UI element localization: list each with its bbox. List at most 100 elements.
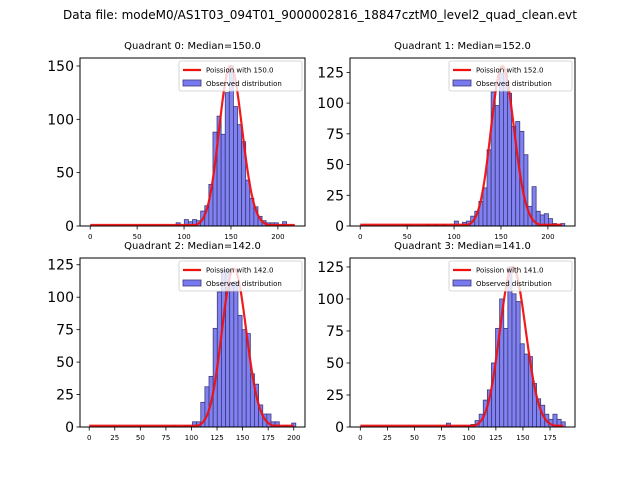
axes-frame [349, 57, 576, 227]
ytick-label: 25 [56, 388, 74, 404]
legend-label-observed: Observed distribution [206, 280, 282, 288]
legend: Poission with 152.0 Observed distribution [448, 60, 573, 92]
histogram-bar [221, 269, 226, 427]
legend: Poission with 141.0 Observed distribution [448, 260, 573, 292]
xtick-label: 75 [161, 434, 170, 442]
xtick-label: 50 [403, 233, 412, 241]
xtick-label: 200 [271, 233, 284, 241]
axes-frame [349, 257, 576, 428]
ytick-label: 100 [47, 290, 74, 306]
legend: Poission with 150.0 Observed distribution [178, 60, 303, 92]
ytick-label: 75 [326, 324, 344, 340]
histogram-bar [511, 293, 517, 427]
legend-label-poisson: Poission with 152.0 [476, 67, 544, 75]
histogram-bar [523, 353, 529, 427]
histogram-bar [503, 328, 509, 427]
histogram-bar [204, 386, 210, 427]
xtick-label: 200 [541, 233, 554, 241]
ytick-label: 125 [317, 65, 344, 81]
legend: Poission with 142.0 Observed distribution [178, 260, 303, 292]
legend-label-observed: Observed distribution [476, 80, 552, 88]
histogram-bar [233, 281, 239, 427]
histogram-bar [241, 329, 247, 427]
axes-frame [79, 57, 306, 227]
poisson-curve [360, 65, 563, 226]
xtick-label: 125 [489, 434, 502, 442]
xtick-label: 100 [462, 434, 475, 442]
legend-label-observed: Observed distribution [476, 280, 552, 288]
xtick-label: 0 [88, 233, 92, 241]
xtick-label: 150 [494, 233, 507, 241]
histogram-bar [229, 282, 235, 427]
xtick-label: 25 [110, 434, 119, 442]
xtick-label: 100 [447, 233, 460, 241]
xtick-label: 25 [383, 434, 392, 442]
histogram-bar [507, 92, 512, 226]
xtick-label: 100 [177, 233, 190, 241]
plot-area [360, 265, 566, 427]
legend-label-observed: Observed distribution [206, 80, 282, 88]
histogram-bar [519, 343, 525, 427]
ytick-label: 50 [326, 158, 344, 174]
xtick-label: 0 [87, 434, 91, 442]
histogram-bar [498, 73, 504, 226]
subplot-title: Quadrant 3: Median=141.0 [394, 241, 531, 252]
histogram-bar [494, 105, 500, 226]
subplot-quadrant-0: Quadrant 0: Median=150.0 0 50 100 150 0 50 100 1… [47, 41, 306, 241]
subplot-quadrant-1: Quadrant 1: Median=152.0 0 25 50 75 100 125 0 50… [317, 41, 576, 241]
legend-box [178, 60, 303, 92]
poisson-curve [89, 267, 294, 427]
xtick-label: 75 [437, 434, 446, 442]
ytick-label: 0 [335, 420, 344, 436]
xtick-label: 50 [136, 434, 145, 442]
legend-bar-swatch [452, 279, 472, 287]
legend-label-poisson: Poission with 142.0 [206, 267, 274, 275]
xtick-label: 50 [133, 233, 142, 241]
plot-area [360, 65, 566, 226]
legend-box [178, 260, 303, 292]
histogram-bar [233, 106, 238, 226]
ytick-label: 50 [326, 356, 344, 372]
histogram-bar [237, 314, 243, 427]
xtick-label: 200 [287, 434, 300, 442]
ytick-label: 0 [65, 219, 74, 235]
ytick-label: 125 [47, 258, 74, 274]
xtick-label: 150 [224, 233, 237, 241]
legend-box [448, 60, 573, 92]
legend-bar-swatch [452, 79, 472, 87]
plot-area [90, 64, 295, 226]
legend-bar-swatch [182, 279, 202, 287]
xtick-label: 0 [358, 434, 362, 442]
ytick-label: 0 [65, 420, 74, 436]
xtick-label: 0 [358, 233, 362, 241]
histogram-bar [548, 218, 553, 226]
legend-bar-swatch [182, 79, 202, 87]
legend-label-poisson: Poission with 150.0 [206, 67, 274, 75]
xtick-label: 125 [210, 434, 223, 442]
plot-area [89, 267, 297, 427]
poisson-curve [360, 265, 564, 427]
subplot-title: Quadrant 2: Median=142.0 [124, 241, 261, 252]
legend-label-poisson: Poission with 141.0 [476, 267, 544, 275]
subplot-title: Quadrant 1: Median=152.0 [394, 41, 531, 52]
histogram-bar [515, 301, 521, 427]
ytick-label: 100 [317, 96, 344, 112]
xtick-label: 100 [185, 434, 198, 442]
xtick-label: 175 [261, 434, 274, 442]
subplot-quadrant-3: Quadrant 3: Median=141.0 0 25 50 75 100 125 0 25… [317, 241, 576, 442]
ytick-label: 125 [317, 260, 344, 276]
ytick-label: 25 [326, 388, 344, 404]
xtick-label: 175 [543, 434, 556, 442]
legend-box [448, 260, 573, 292]
axes-frame [79, 257, 306, 428]
ytick-label: 100 [47, 112, 74, 128]
ytick-label: 50 [56, 355, 74, 371]
histogram-bar [503, 73, 508, 226]
xtick-label: 150 [516, 434, 529, 442]
figure-suptitle: Data file: modeM0/AS1T03_094T01_90000028… [63, 8, 577, 22]
histogram-bar [523, 154, 529, 226]
ytick-label: 50 [56, 166, 74, 182]
ytick-label: 75 [326, 127, 344, 143]
poisson-curve [90, 64, 295, 226]
ytick-label: 75 [56, 323, 74, 339]
